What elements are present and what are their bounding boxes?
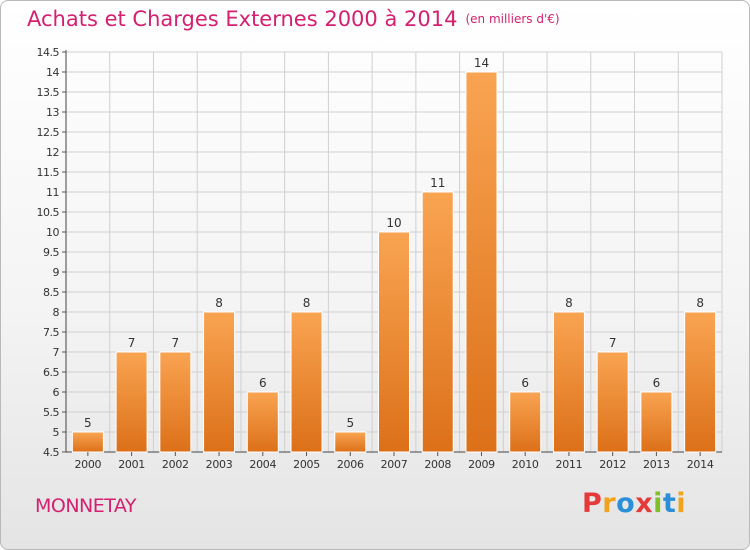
x-tick-label: 2006 xyxy=(337,458,364,471)
x-tick-label: 2011 xyxy=(556,458,583,471)
y-axis-ticks: 4.5 5 5.5 6 6.5 7 7.5 8 8.5 9 9.5 10 10.5 11 11.5 12 12.… xyxy=(37,46,66,459)
y-tick-label: 11.5 xyxy=(37,166,60,179)
bar xyxy=(509,391,542,453)
chart-subtitle: (en milliers d'€) xyxy=(465,12,560,26)
bar xyxy=(334,431,367,453)
y-tick-label: 8 xyxy=(53,306,60,319)
logo-letter: o xyxy=(616,488,636,519)
logo-letter: x xyxy=(635,488,654,519)
bar xyxy=(115,351,148,453)
data-label: 7 xyxy=(609,336,617,350)
data-label: 8 xyxy=(696,296,704,310)
logo-letter: P xyxy=(582,488,603,519)
chart-title-text: Achats et Charges Externes 2000 à 2014 xyxy=(27,7,458,31)
x-tick-label: 2000 xyxy=(74,458,101,471)
y-tick-label: 7.5 xyxy=(43,326,59,339)
y-tick-label: 5 xyxy=(53,426,60,439)
data-label: 7 xyxy=(128,336,136,350)
y-tick-label: 9.5 xyxy=(43,246,59,259)
x-tick-label: 2008 xyxy=(424,458,451,471)
bar xyxy=(421,191,454,453)
data-label: 11 xyxy=(430,176,445,190)
bar xyxy=(203,311,236,453)
bar xyxy=(290,311,323,453)
data-labels: 5 7 7 8 6 8 5 10 11 14 6 8 7 6 8 xyxy=(84,56,704,430)
x-tick-label: 2014 xyxy=(687,458,714,471)
y-tick-label: 14 xyxy=(46,66,59,79)
bar xyxy=(378,231,410,453)
bar xyxy=(159,351,192,453)
bar xyxy=(552,311,585,453)
data-label: 6 xyxy=(653,376,661,390)
y-tick-label: 12 xyxy=(46,146,59,159)
y-tick-label: 6.5 xyxy=(43,366,59,379)
x-tick-label: 2009 xyxy=(468,458,495,471)
y-tick-label: 12.5 xyxy=(37,126,60,139)
data-label: 10 xyxy=(386,216,401,230)
x-tick-label: 2012 xyxy=(599,458,626,471)
chart-title: Achats et Charges Externes 2000 à 2014 (e… xyxy=(27,7,560,31)
y-tick-label: 7 xyxy=(53,346,60,359)
logo-letter: r xyxy=(602,488,617,519)
y-tick-label: 14.5 xyxy=(37,46,60,59)
bar xyxy=(640,391,673,453)
x-tick-label: 2003 xyxy=(206,458,233,471)
x-tick-label: 2010 xyxy=(512,458,539,471)
y-tick-label: 10 xyxy=(46,226,59,239)
bar xyxy=(246,391,279,453)
y-tick-label: 13 xyxy=(46,106,59,119)
y-tick-label: 13.5 xyxy=(37,86,60,99)
y-tick-label: 9 xyxy=(53,266,60,279)
data-label: 7 xyxy=(172,336,180,350)
data-label: 14 xyxy=(474,56,489,70)
x-tick-label: 2004 xyxy=(249,458,276,471)
data-label: 6 xyxy=(259,376,267,390)
logo-letter: i xyxy=(676,488,687,519)
bar xyxy=(684,311,717,453)
data-label: 8 xyxy=(565,296,573,310)
y-tick-label: 11 xyxy=(46,186,59,199)
data-label: 5 xyxy=(346,416,354,430)
y-tick-label: 4.5 xyxy=(43,446,59,459)
logo-letter: i xyxy=(653,488,663,519)
proxiti-logo: Proxiti xyxy=(582,488,686,519)
bar xyxy=(71,431,104,453)
x-axis-ticks: 2000 2001 2002 2003 2004 2005 2006 2007 2008 2009… xyxy=(74,452,714,471)
y-tick-label: 6 xyxy=(53,386,60,399)
data-label: 6 xyxy=(521,376,529,390)
bars xyxy=(71,71,717,453)
x-tick-label: 2001 xyxy=(118,458,145,471)
bar xyxy=(465,71,498,453)
commune-name: MONNETAY xyxy=(35,495,137,517)
bar xyxy=(596,351,629,453)
y-tick-label: 8.5 xyxy=(43,286,59,299)
y-tick-label: 5.5 xyxy=(43,406,59,419)
data-label: 8 xyxy=(303,296,311,310)
data-label: 5 xyxy=(84,416,92,430)
x-tick-label: 2013 xyxy=(643,458,670,471)
x-tick-label: 2005 xyxy=(293,458,320,471)
y-tick-label: 10.5 xyxy=(37,206,60,219)
x-tick-label: 2007 xyxy=(381,458,408,471)
data-label: 8 xyxy=(215,296,223,310)
x-tick-label: 2002 xyxy=(162,458,189,471)
logo-letter: t xyxy=(662,488,677,519)
